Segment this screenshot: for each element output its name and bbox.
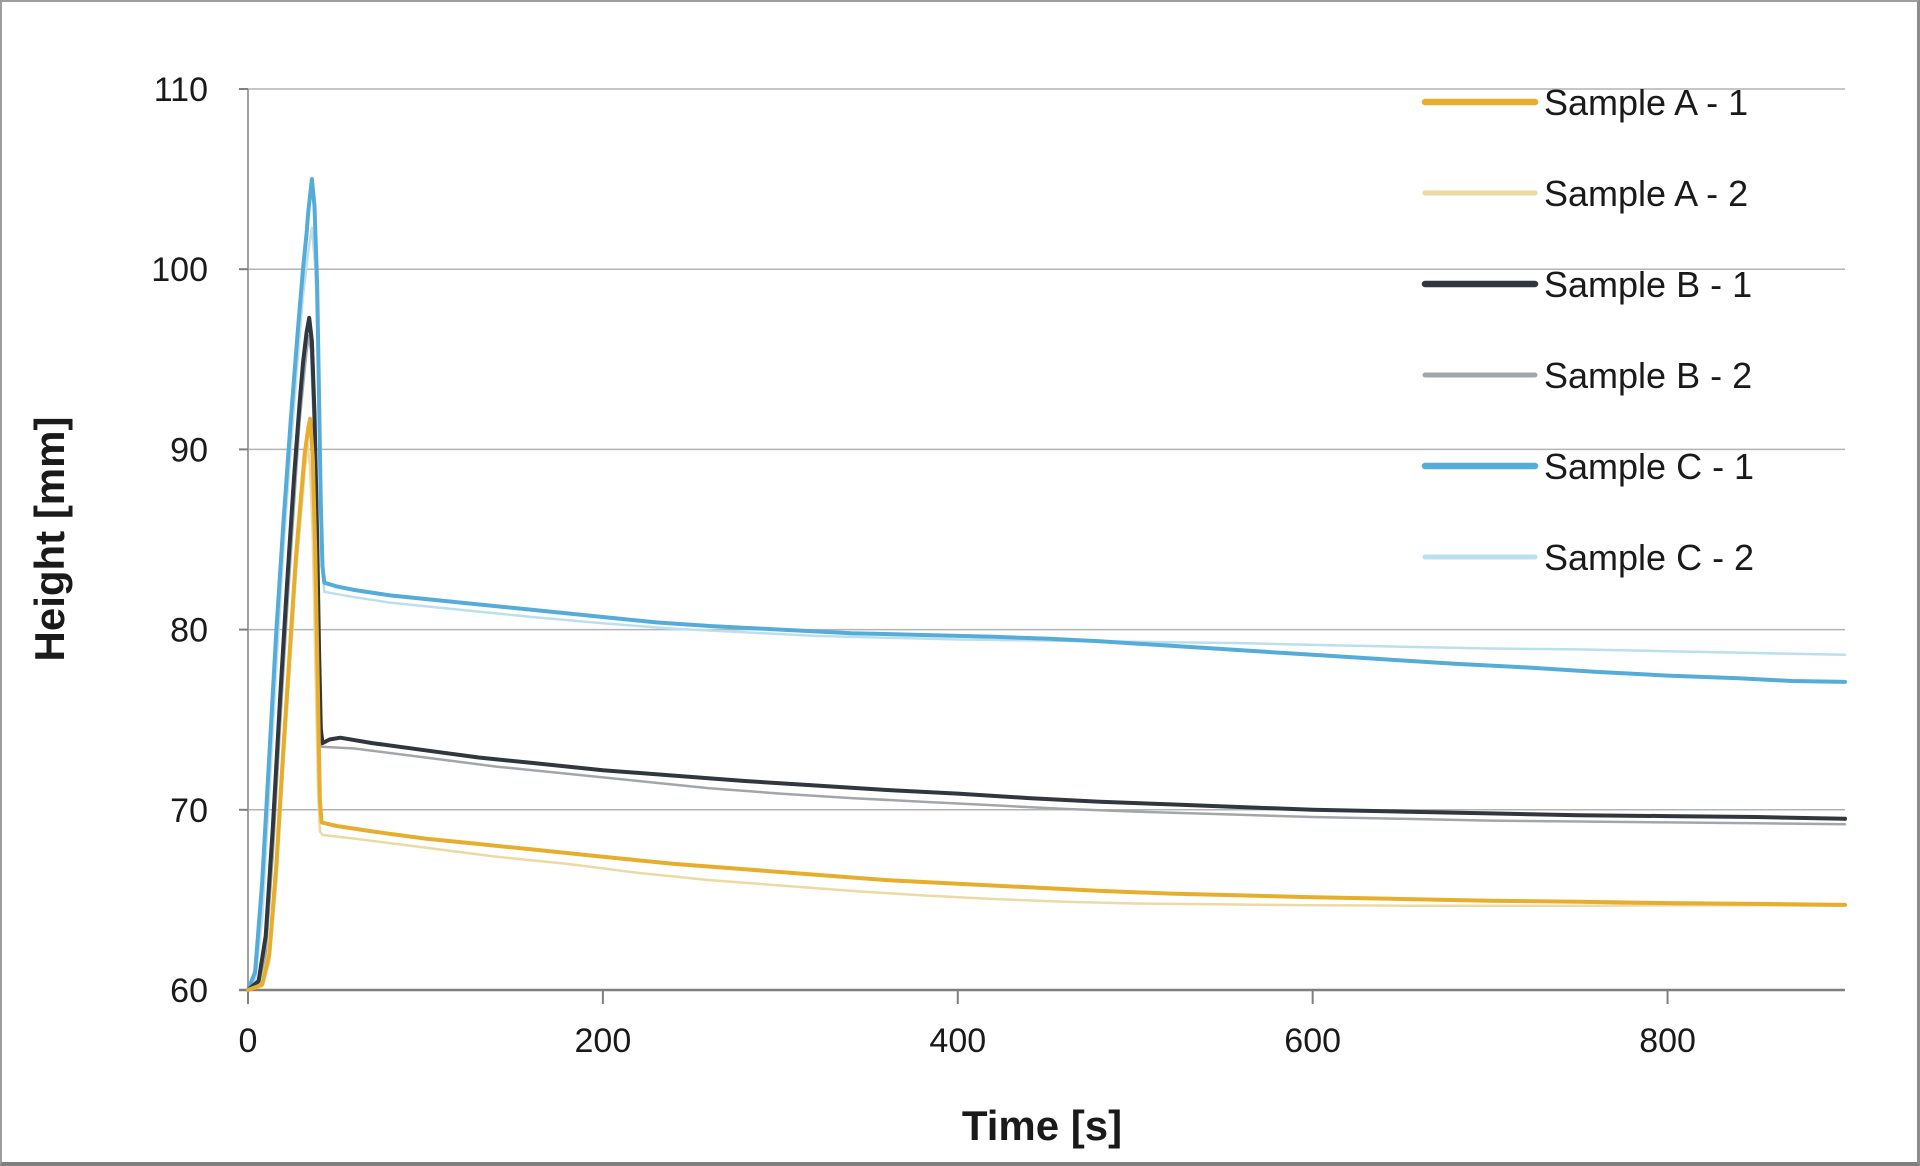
y-tick-label-70: 70 <box>170 792 208 830</box>
x-tick-label-0: 0 <box>239 1022 258 1060</box>
legend-label-sample-c-2: Sample C - 2 <box>1544 537 1754 578</box>
x-tick-label-600: 600 <box>1284 1022 1341 1060</box>
legend-label-sample-a-2: Sample A - 2 <box>1544 173 1748 214</box>
y-tick-label-80: 80 <box>170 612 208 650</box>
x-tick-label-400: 400 <box>929 1022 986 1060</box>
y-tick-label-60: 60 <box>170 972 208 1010</box>
x-axis-title: Time [s] <box>962 1102 1122 1149</box>
x-tick-label-800: 800 <box>1639 1022 1696 1060</box>
y-tick-label-90: 90 <box>170 431 208 469</box>
series-line-sample-b-2 <box>246 334 1847 992</box>
legend-label-sample-b-2: Sample B - 2 <box>1544 355 1752 396</box>
series-line-sample-a-1 <box>246 416 1847 992</box>
y-axis-title: Height [mm] <box>26 417 73 662</box>
gridlines <box>248 88 1845 811</box>
series-line-sample-c-1 <box>246 177 1847 992</box>
tick-labels: 60 70 80 90 100 110 0 200 400 600 800 <box>151 71 1696 1060</box>
series-line-sample-a-2 <box>246 442 1847 992</box>
legend: Sample A - 1 Sample A - 2 Sample B - 1 Samp… <box>1421 82 1754 578</box>
y-tick-label-110: 110 <box>154 71 208 109</box>
x-tick-label-200: 200 <box>575 1022 632 1060</box>
series-line-sample-b-1 <box>246 315 1847 992</box>
axes <box>239 88 1845 1004</box>
legend-label-sample-c-1: Sample C - 1 <box>1544 446 1754 487</box>
legend-label-sample-a-1: Sample A - 1 <box>1544 82 1748 123</box>
y-tick-label-100: 100 <box>151 251 208 289</box>
legend-label-sample-b-1: Sample B - 1 <box>1544 264 1752 305</box>
series-line-sample-c-2 <box>246 226 1847 992</box>
series-lines <box>246 177 1847 992</box>
